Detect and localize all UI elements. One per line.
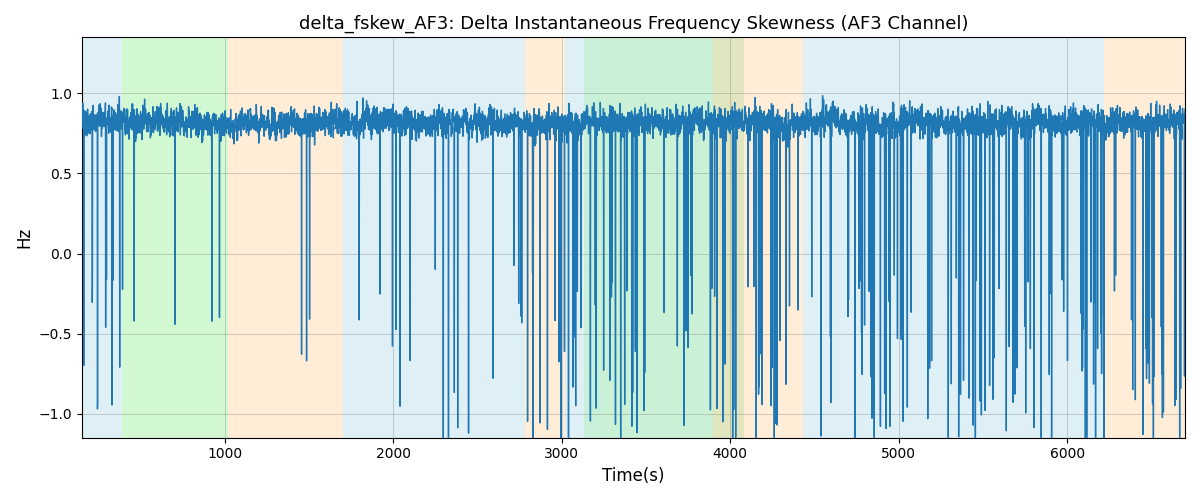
Bar [228,38,343,438]
Bar [583,38,604,438]
Bar [524,38,565,438]
Bar [565,38,583,438]
Bar [583,38,604,438]
Bar [604,38,744,438]
Title: delta_fskew_AF3: Delta Instantaneous Frequency Skewness (AF3 Channel): delta_fskew_AF3: Delta Instantaneous Fre… [299,15,968,34]
Bar [82,38,122,438]
Bar [604,38,744,438]
Bar [122,38,228,438]
Bar [803,38,1104,438]
Bar [343,38,524,438]
Y-axis label: Hz: Hz [14,227,32,248]
Bar [714,38,803,438]
X-axis label: Time(s): Time(s) [602,467,665,485]
Bar [1104,38,1184,438]
